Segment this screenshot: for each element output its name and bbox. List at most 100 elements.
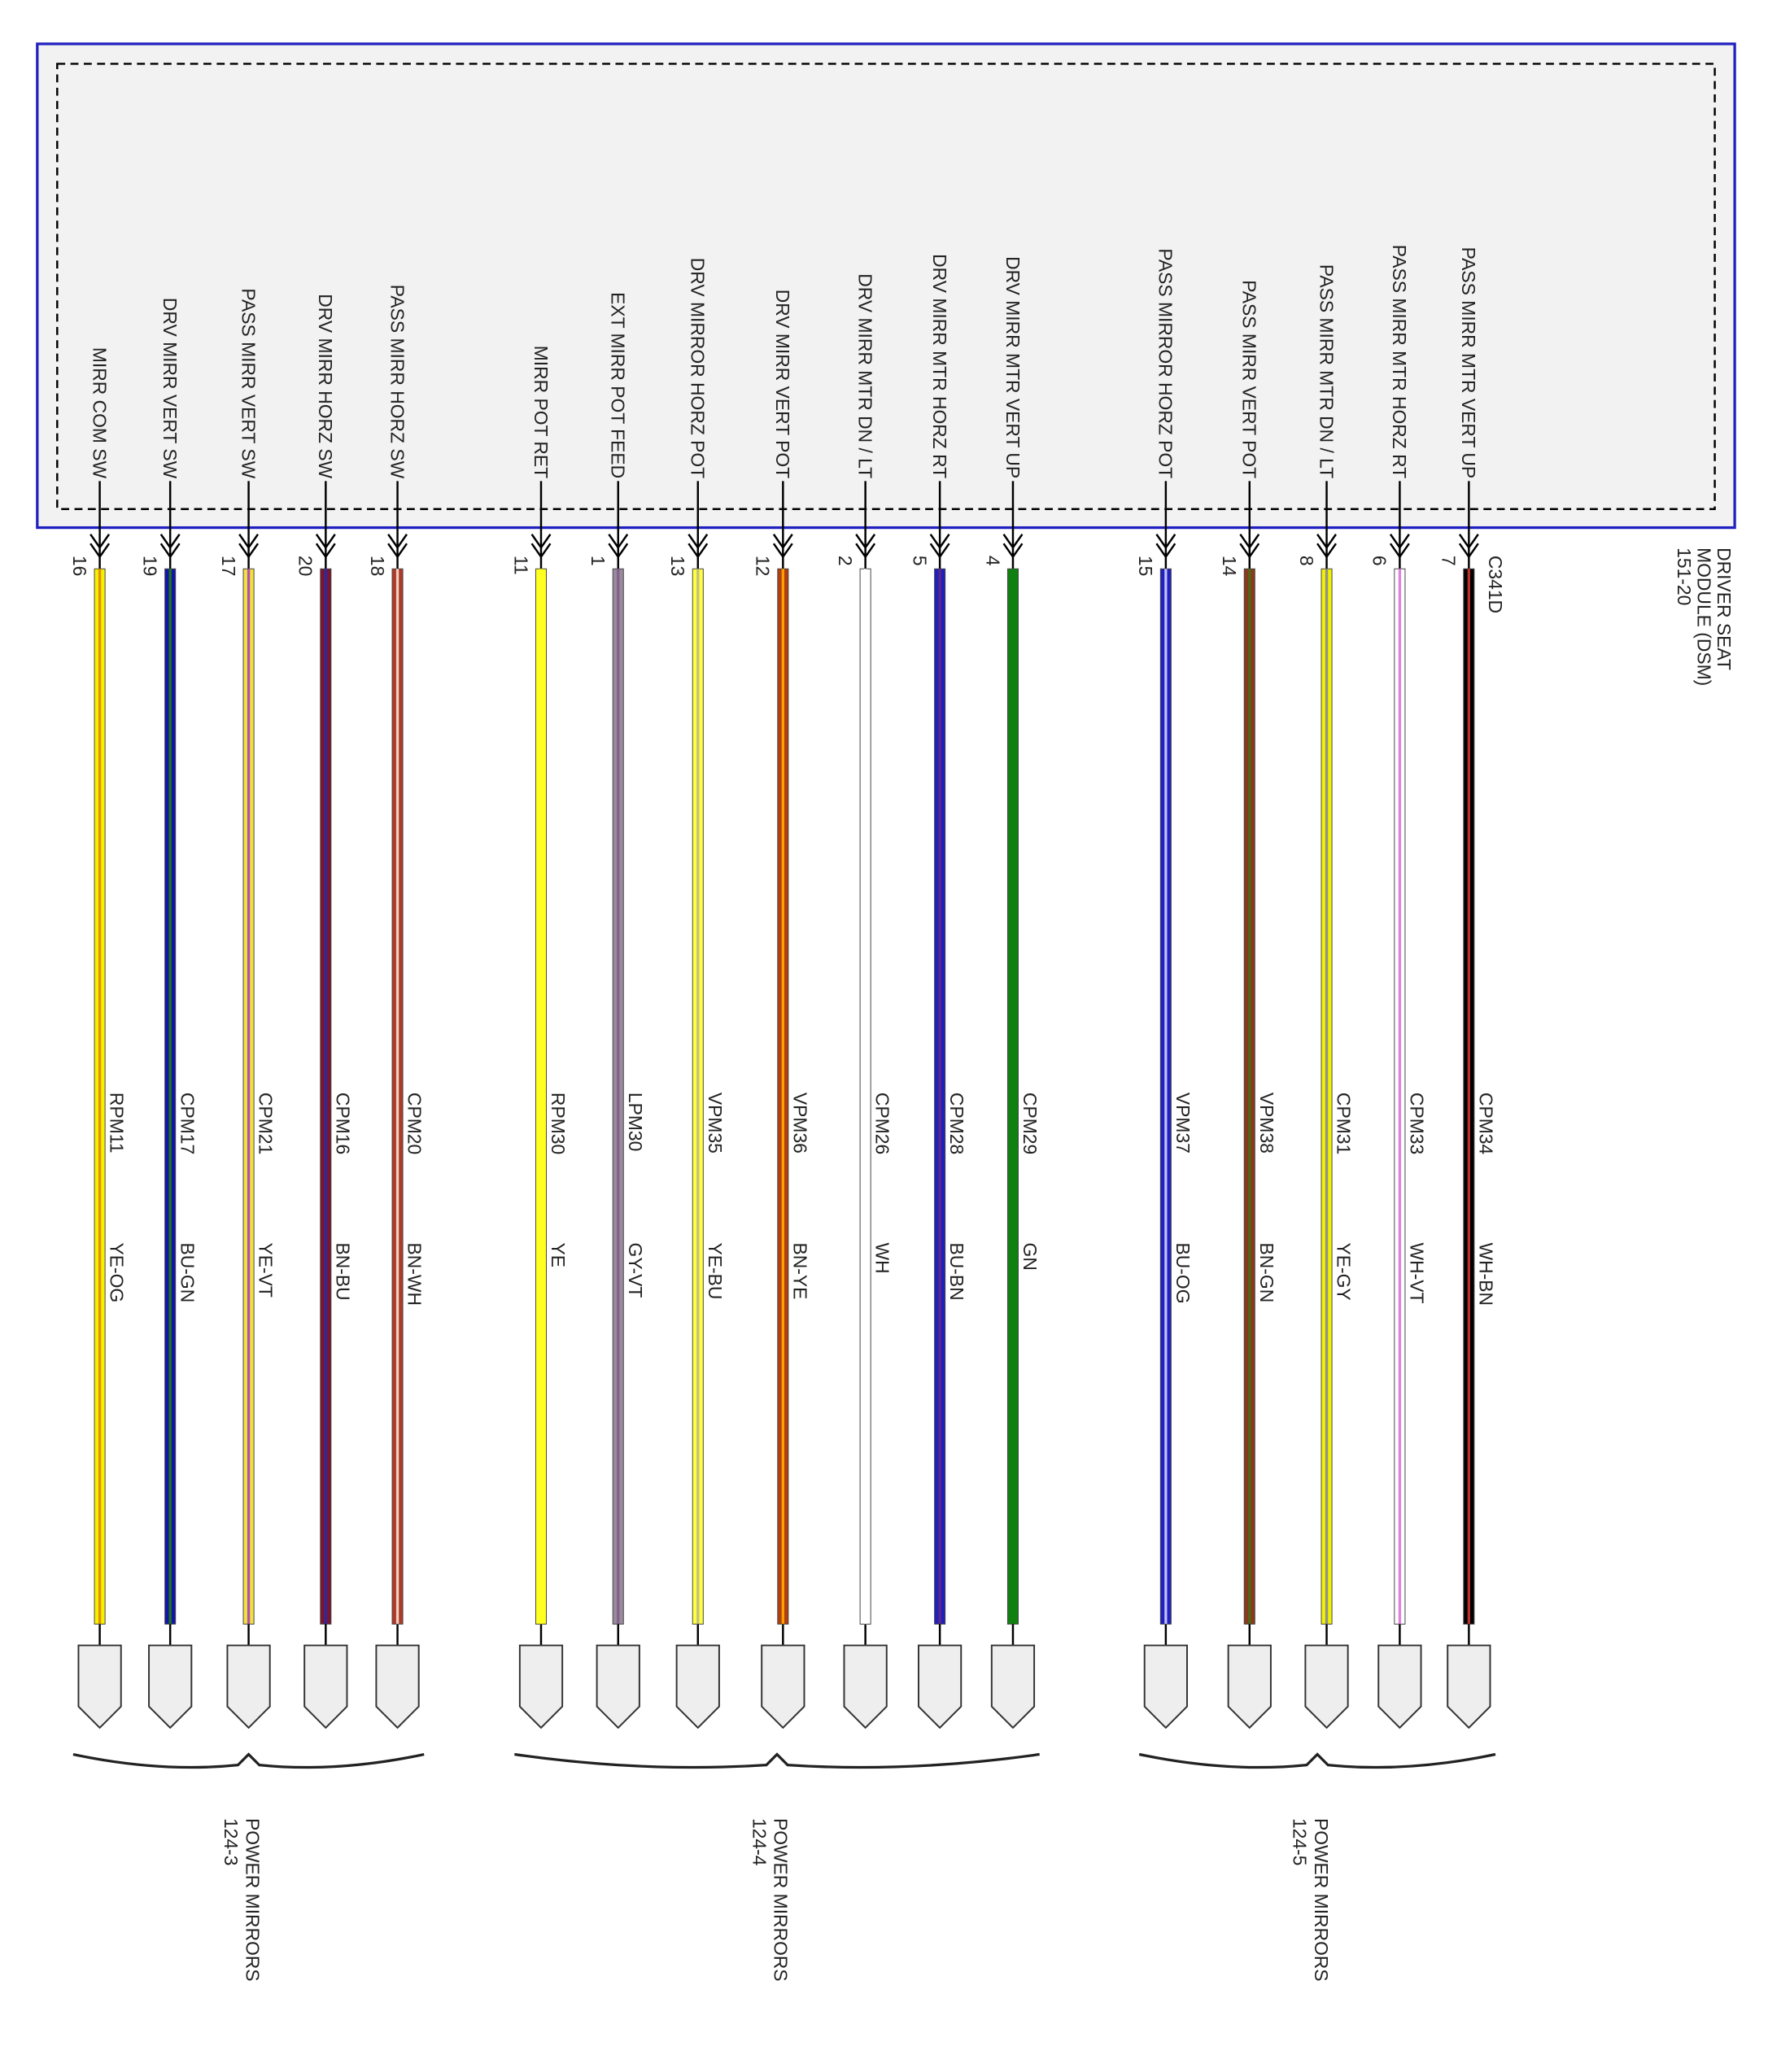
- module-label: DRIVER SEAT: [1713, 547, 1735, 670]
- circuit-name: PASS MIRROR HORZ POT: [1155, 248, 1176, 478]
- pin-number: 20: [295, 556, 316, 576]
- pin-number: 4: [982, 556, 1003, 566]
- pin-number: 11: [510, 556, 531, 575]
- circuit-name: DRV MIRR HORZ SW: [315, 294, 336, 478]
- color-code: YE: [548, 1243, 569, 1268]
- connector-terminal: [990, 1644, 1036, 1730]
- group-label: POWER MIRRORS: [770, 1818, 792, 1982]
- circuit-id: CPM28: [946, 1093, 967, 1154]
- circuit-id: VPM36: [789, 1093, 810, 1154]
- circuit-name: DRV MIRR VERT POT: [772, 290, 793, 478]
- circuit-id: RPM30: [548, 1093, 569, 1154]
- pin-number: 8: [1296, 556, 1317, 566]
- connector-terminal: [1304, 1644, 1349, 1730]
- color-code: YE-OG: [107, 1243, 128, 1303]
- circuit-name: PASS MIRR MTR DN / LT: [1316, 264, 1337, 478]
- connector-terminal: [1377, 1644, 1422, 1730]
- color-code: BN-BU: [332, 1243, 353, 1301]
- circuit-id: RPM11: [107, 1093, 128, 1154]
- circuit-name: PASS MIRR VERT POT: [1239, 280, 1260, 478]
- circuit-name: DRV MIRR MTR HORZ RT: [929, 254, 950, 478]
- pin-arrow: [1155, 534, 1176, 559]
- color-code: BU-OG: [1172, 1243, 1194, 1304]
- color-code: GY-VT: [625, 1243, 646, 1298]
- connector-terminal: [1143, 1644, 1188, 1730]
- color-code: BN-YE: [789, 1243, 810, 1300]
- circuit-name: MIRR POT RET: [530, 346, 552, 478]
- module-box: [36, 42, 1736, 530]
- pin-number: 2: [835, 556, 856, 566]
- pin-arrow: [1458, 534, 1479, 559]
- group-label: 124-4: [749, 1818, 770, 1866]
- connector-terminal: [148, 1644, 193, 1730]
- circuit-name: PASS MIRR VERT SW: [238, 288, 259, 478]
- circuit-id: CPM34: [1475, 1093, 1496, 1155]
- circuit-id: LPM30: [625, 1093, 646, 1151]
- color-code: GN: [1019, 1243, 1041, 1271]
- color-code: YE-BU: [705, 1243, 726, 1300]
- color-code: YE-VT: [255, 1243, 277, 1298]
- pin-arrow: [608, 534, 629, 559]
- pin-arrow: [688, 534, 709, 559]
- circuit-name: MIRR COM SW: [89, 347, 110, 479]
- pin-number: 17: [218, 556, 239, 576]
- connector-terminal: [843, 1644, 888, 1730]
- circuit-id: VPM38: [1256, 1093, 1277, 1154]
- group-label: POWER MIRRORS: [1311, 1818, 1332, 1982]
- connector-terminal: [375, 1644, 420, 1730]
- circuit-id: CPM17: [177, 1093, 198, 1154]
- pin-arrow: [1316, 534, 1337, 559]
- module-label: MODULE (DSM): [1693, 547, 1714, 686]
- color-code: WH-BN: [1475, 1243, 1496, 1306]
- circuit-id: CPM16: [332, 1093, 353, 1154]
- group-label: POWER MIRRORS: [242, 1818, 263, 1982]
- circuit-id: CPM21: [255, 1093, 277, 1154]
- pin-arrow: [315, 534, 336, 559]
- pin-arrow: [1239, 534, 1260, 559]
- module-dashed-outline: [56, 63, 1716, 510]
- circuit-name: DRV MIRROR HORZ POT: [688, 258, 709, 478]
- circuit-name: DRV MIRR VERT SW: [159, 298, 181, 479]
- pin-number: 7: [1438, 556, 1460, 566]
- connector-terminal: [675, 1644, 720, 1730]
- color-code: BU-GN: [177, 1243, 198, 1303]
- group-label: 124-5: [1290, 1818, 1311, 1865]
- circuit-id: CPM20: [404, 1093, 426, 1154]
- group-brace: [72, 1752, 425, 1769]
- connector-terminal: [917, 1644, 963, 1730]
- group-brace: [514, 1752, 1040, 1769]
- connector-terminal: [1447, 1644, 1491, 1730]
- module-label: 151-20: [1674, 547, 1695, 605]
- group-label: 124-3: [220, 1818, 242, 1865]
- color-code: BU-BN: [946, 1243, 967, 1301]
- group-brace: [1138, 1752, 1496, 1769]
- connector-terminal: [596, 1644, 640, 1730]
- pin-number: 16: [69, 556, 90, 576]
- pin-number: 12: [753, 556, 774, 576]
- pin-arrow: [89, 534, 111, 559]
- circuit-name: DRV MIRR MTR VERT UP: [1002, 256, 1024, 478]
- circuit-name: PASS MIRR HORZ SW: [386, 285, 408, 479]
- pin-arrow: [929, 534, 950, 559]
- circuit-id: CPM31: [1334, 1093, 1355, 1154]
- circuit-name: PASS MIRR MTR VERT UP: [1458, 247, 1479, 479]
- circuit-name: PASS MIRR MTR HORZ RT: [1389, 245, 1410, 478]
- pin-arrow: [855, 534, 876, 559]
- connector-terminal: [761, 1644, 805, 1730]
- connector-terminal: [1227, 1644, 1272, 1730]
- pin-arrow: [772, 534, 793, 559]
- color-code: BN-GN: [1256, 1243, 1277, 1303]
- pin-arrow: [1389, 534, 1410, 559]
- pin-number: 13: [667, 556, 688, 576]
- pin-arrow: [387, 534, 408, 559]
- pin-number: 19: [140, 556, 161, 576]
- connector-label: C341D: [1485, 556, 1506, 613]
- circuit-name: DRV MIRR MTR DN / LT: [854, 273, 875, 478]
- circuit-id: VPM37: [1172, 1093, 1194, 1154]
- pin-arrow: [238, 534, 260, 559]
- connector-terminal: [77, 1644, 122, 1730]
- pin-arrow: [1002, 534, 1024, 559]
- pin-number: 6: [1369, 556, 1390, 566]
- color-code: BN-WH: [404, 1243, 426, 1306]
